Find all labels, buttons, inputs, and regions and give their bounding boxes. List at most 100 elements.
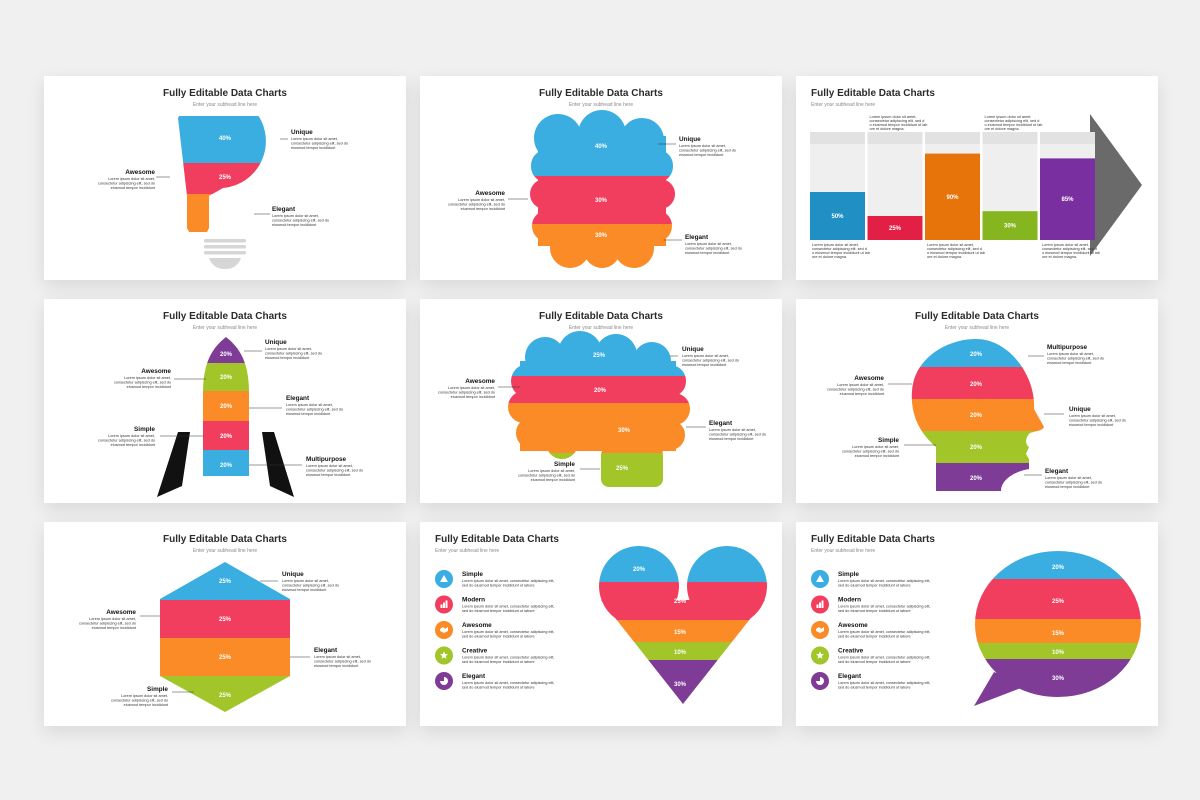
pie-chart-icon xyxy=(440,677,448,685)
label-desc: Lorem ipsum dolor sit amet, xyxy=(108,177,155,181)
value-label: 15% xyxy=(1052,631,1065,637)
value-label: 25% xyxy=(219,617,232,623)
label-awesome: Awesome xyxy=(141,368,171,375)
label-elegant: Elegant xyxy=(272,206,296,213)
bar-note: o eiusmod tempor incididunt ut lab xyxy=(870,123,928,127)
label-unique: Unique xyxy=(265,339,287,346)
label-desc: eiusmod tempor incididunt xyxy=(451,395,496,399)
slide-title: Fully Editable Data Charts xyxy=(163,311,287,322)
segment-awesome xyxy=(530,176,675,224)
bar-note: Lorem ipsum dolor sit amet, xyxy=(927,243,974,247)
slide-cloud[interactable]: Fully Editable Data Charts Enter your su… xyxy=(420,76,782,280)
slide-title: Fully Editable Data Charts xyxy=(435,534,559,545)
label-desc: eiusmod tempor incididunt xyxy=(124,703,169,707)
bulb-chart: 40% 25% 35% Unique Lorem ipsum dolor sit… xyxy=(98,116,348,269)
bar xyxy=(982,211,1038,240)
bar-value-label: 90% xyxy=(946,195,959,201)
segment-awesome xyxy=(911,367,1044,399)
bar-note: ore et dolore magna. xyxy=(1042,255,1077,259)
label-desc: eiusmod tempor incididunt xyxy=(282,588,327,592)
slide-subhead: Enter your subhead line here xyxy=(811,102,876,108)
label-desc: eiusmod tempor incididunt xyxy=(685,251,730,255)
label-desc: Lorem ipsum dolor sit amet, xyxy=(1045,476,1092,480)
handshake-icon xyxy=(440,627,448,633)
label-desc: consectetur adipiscing elit, sed do xyxy=(98,439,155,443)
label-awesome: Awesome xyxy=(854,375,884,382)
slide-rocket[interactable]: Fully Editable Data Charts Enter your su… xyxy=(44,299,406,503)
segment-simple xyxy=(203,421,249,450)
bulb-thread xyxy=(204,239,246,243)
bar-note: Lorem ipsum dolor sit amet, xyxy=(985,115,1032,119)
slide-hexagon[interactable]: Fully Editable Data Charts Enter your su… xyxy=(44,522,406,726)
bar-value-label: 30% xyxy=(1004,224,1017,230)
value-label: 25% xyxy=(219,655,232,661)
slide-subhead: Enter your subhead line here xyxy=(192,102,258,108)
value-label: 35% xyxy=(219,210,232,216)
slide-title: Fully Editable Data Charts xyxy=(811,88,935,99)
segment-elegant xyxy=(508,403,690,453)
slide-bars[interactable]: Fully Editable Data Charts Enter your su… xyxy=(796,76,1158,280)
value-label: 10% xyxy=(1052,650,1065,656)
label-multipurpose: Multipurpose xyxy=(1047,344,1088,351)
label-desc: Lorem ipsum dolor sit amet, xyxy=(265,347,312,351)
rocket-chart: 20% 20% 20% 20% 20% Unique Lorem ipsum d… xyxy=(98,337,363,497)
label-desc: Lorem ipsum dolor sit amet, xyxy=(314,655,361,659)
value-label: 20% xyxy=(970,352,983,358)
slide-subhead: Enter your subhead line here xyxy=(568,325,634,331)
label-desc: Lorem ipsum dolor sit amet, xyxy=(108,434,155,438)
label-desc: consectetur adipiscing elit, sed do xyxy=(265,352,322,356)
value-label: 20% xyxy=(220,375,233,381)
slide-bulb[interactable]: Fully Editable Data Charts Enter your su… xyxy=(44,76,406,280)
bar xyxy=(867,216,923,240)
slide-head[interactable]: Fully Editable Data Charts Enter your su… xyxy=(796,299,1158,503)
label-elegant: Elegant xyxy=(314,647,338,654)
value-label: 40% xyxy=(219,136,232,142)
bar-note: consectetur adipiscing elit, sed d xyxy=(927,247,982,251)
legend-desc: sed do eiusmod tempor incididunt ut labo… xyxy=(838,660,911,664)
value-label: 30% xyxy=(1052,676,1065,682)
bar-note: consectetur adipiscing elit, sed d xyxy=(1042,247,1097,251)
label-desc: eiusmod tempor incididunt xyxy=(111,443,156,447)
label-desc: eiusmod tempor incididunt xyxy=(111,186,156,190)
label-desc: eiusmod tempor incididunt xyxy=(314,664,359,668)
slide-title: Fully Editable Data Charts xyxy=(163,534,287,545)
label-desc: eiusmod tempor incididunt xyxy=(291,146,336,150)
slide-brain[interactable]: Fully Editable Data Charts Enter your su… xyxy=(420,299,782,503)
segment-elegant xyxy=(974,659,1141,706)
legend-desc: Lorem ipsum dolor sit amet, consectetur … xyxy=(462,656,554,660)
label-desc: Lorem ipsum dolor sit amet, xyxy=(685,242,732,246)
label-desc: consectetur adipiscing elit, sed do xyxy=(111,699,168,703)
warning-icon xyxy=(816,575,824,582)
bar-cap xyxy=(925,132,980,144)
slide-heart[interactable]: Fully Editable Data Charts Enter your su… xyxy=(420,522,782,726)
rocket-fin-left xyxy=(157,432,190,497)
value-label: 30% xyxy=(674,682,687,688)
segment-elegant xyxy=(203,391,249,421)
legend-desc: Lorem ipsum dolor sit amet, consectetur … xyxy=(838,579,930,583)
value-label: 25% xyxy=(674,599,687,605)
label-desc: eiusmod tempor incididunt xyxy=(682,363,727,367)
legend-desc: sed do eiusmod tempor incididunt ut labo… xyxy=(462,686,535,690)
label-desc: eiusmod tempor incididunt xyxy=(272,223,317,227)
label-unique: Unique xyxy=(682,346,704,353)
arrow-head xyxy=(1090,114,1142,256)
legend-desc: Lorem ipsum dolor sit amet, consectetur … xyxy=(462,579,554,583)
label-desc: consectetur adipiscing elit, sed do xyxy=(685,247,742,251)
legend-title: Simple xyxy=(838,571,859,578)
legend-desc: sed do eiusmod tempor incididunt ut labo… xyxy=(838,609,911,613)
bar xyxy=(810,192,865,240)
bar-cap xyxy=(982,132,1038,144)
legend-desc: Lorem ipsum dolor sit amet, consectetur … xyxy=(838,681,930,685)
value-label: 20% xyxy=(970,382,983,388)
label-desc: Lorem ipsum dolor sit amet, xyxy=(709,428,756,432)
label-simple: Simple xyxy=(147,686,168,693)
handshake-icon xyxy=(816,627,824,633)
head-chart: 20% 20% 20% 20% 20% Multipurpose Lorem i… xyxy=(827,339,1126,491)
label-desc: Lorem ipsum dolor sit amet, xyxy=(306,464,353,468)
bar-chart-icon xyxy=(440,600,448,608)
slide-bubble[interactable]: Fully Editable Data Charts Enter your su… xyxy=(796,522,1158,726)
label-desc: consectetur adipiscing elit, sed do xyxy=(448,203,505,207)
